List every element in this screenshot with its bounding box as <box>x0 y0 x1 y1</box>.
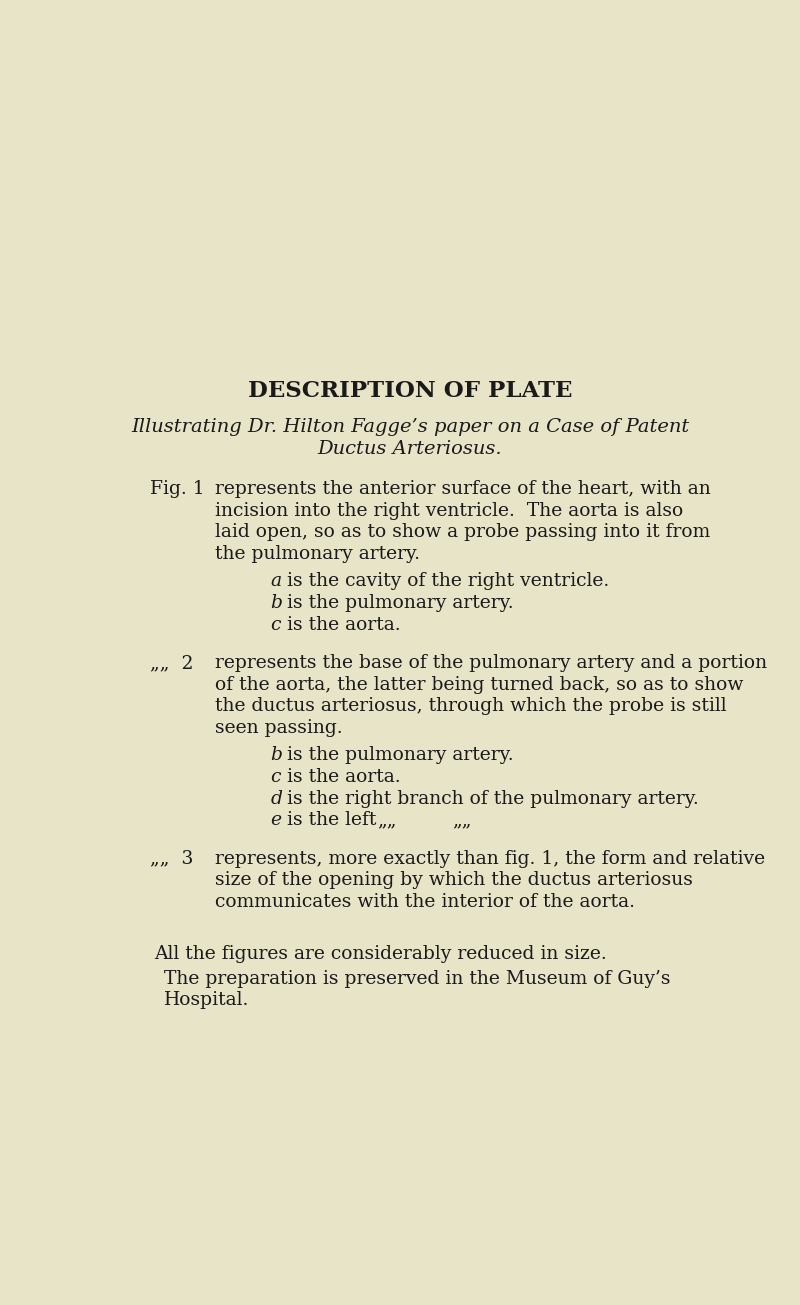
Text: „„: „„ <box>453 812 472 829</box>
Text: is the aorta.: is the aorta. <box>282 767 401 786</box>
Text: size of the opening by which the ductus arteriosus: size of the opening by which the ductus … <box>214 872 693 889</box>
Text: is the aorta.: is the aorta. <box>282 616 401 633</box>
Text: represents, more exactly than fig. 1, the form and relative: represents, more exactly than fig. 1, th… <box>214 850 765 868</box>
Text: „„  2: „„ 2 <box>150 654 194 672</box>
Text: All the figures are considerably reduced in size.: All the figures are considerably reduced… <box>154 945 607 963</box>
Text: b: b <box>270 746 282 765</box>
Text: „„  3: „„ 3 <box>150 850 194 868</box>
Text: „„: „„ <box>378 812 397 829</box>
Text: c: c <box>270 616 281 633</box>
Text: Ductus Arteriosus.: Ductus Arteriosus. <box>318 440 502 458</box>
Text: Hospital.: Hospital. <box>164 992 250 1009</box>
Text: b: b <box>270 594 282 612</box>
Text: a: a <box>270 573 282 590</box>
Text: DESCRIPTION OF PLATE: DESCRIPTION OF PLATE <box>248 380 572 402</box>
Text: incision into the right ventricle.  The aorta is also: incision into the right ventricle. The a… <box>214 501 683 519</box>
Text: laid open, so as to show a probe passing into it from: laid open, so as to show a probe passing… <box>214 523 710 542</box>
Text: communicates with the interior of the aorta.: communicates with the interior of the ao… <box>214 893 634 911</box>
Text: is the cavity of the right ventricle.: is the cavity of the right ventricle. <box>282 573 610 590</box>
Text: is the right branch of the pulmonary artery.: is the right branch of the pulmonary art… <box>282 790 699 808</box>
Text: c: c <box>270 767 281 786</box>
Text: is the pulmonary artery.: is the pulmonary artery. <box>282 594 514 612</box>
Text: the ductus arteriosus, through which the probe is still: the ductus arteriosus, through which the… <box>214 697 726 715</box>
Text: e: e <box>270 812 282 829</box>
Text: the pulmonary artery.: the pulmonary artery. <box>214 544 420 562</box>
Text: is the pulmonary artery.: is the pulmonary artery. <box>282 746 514 765</box>
Text: Fig. 1: Fig. 1 <box>150 480 205 499</box>
Text: represents the anterior surface of the heart, with an: represents the anterior surface of the h… <box>214 480 710 499</box>
Text: The preparation is preserved in the Museum of Guy’s: The preparation is preserved in the Muse… <box>164 970 671 988</box>
Text: is the left: is the left <box>282 812 377 829</box>
Text: seen passing.: seen passing. <box>214 719 342 737</box>
Text: d: d <box>270 790 282 808</box>
Text: represents the base of the pulmonary artery and a portion: represents the base of the pulmonary art… <box>214 654 767 672</box>
Text: Illustrating Dr. Hilton Fagge’s paper on a Case of Patent: Illustrating Dr. Hilton Fagge’s paper on… <box>131 419 689 436</box>
Text: of the aorta, the latter being turned back, so as to show: of the aorta, the latter being turned ba… <box>214 676 743 693</box>
